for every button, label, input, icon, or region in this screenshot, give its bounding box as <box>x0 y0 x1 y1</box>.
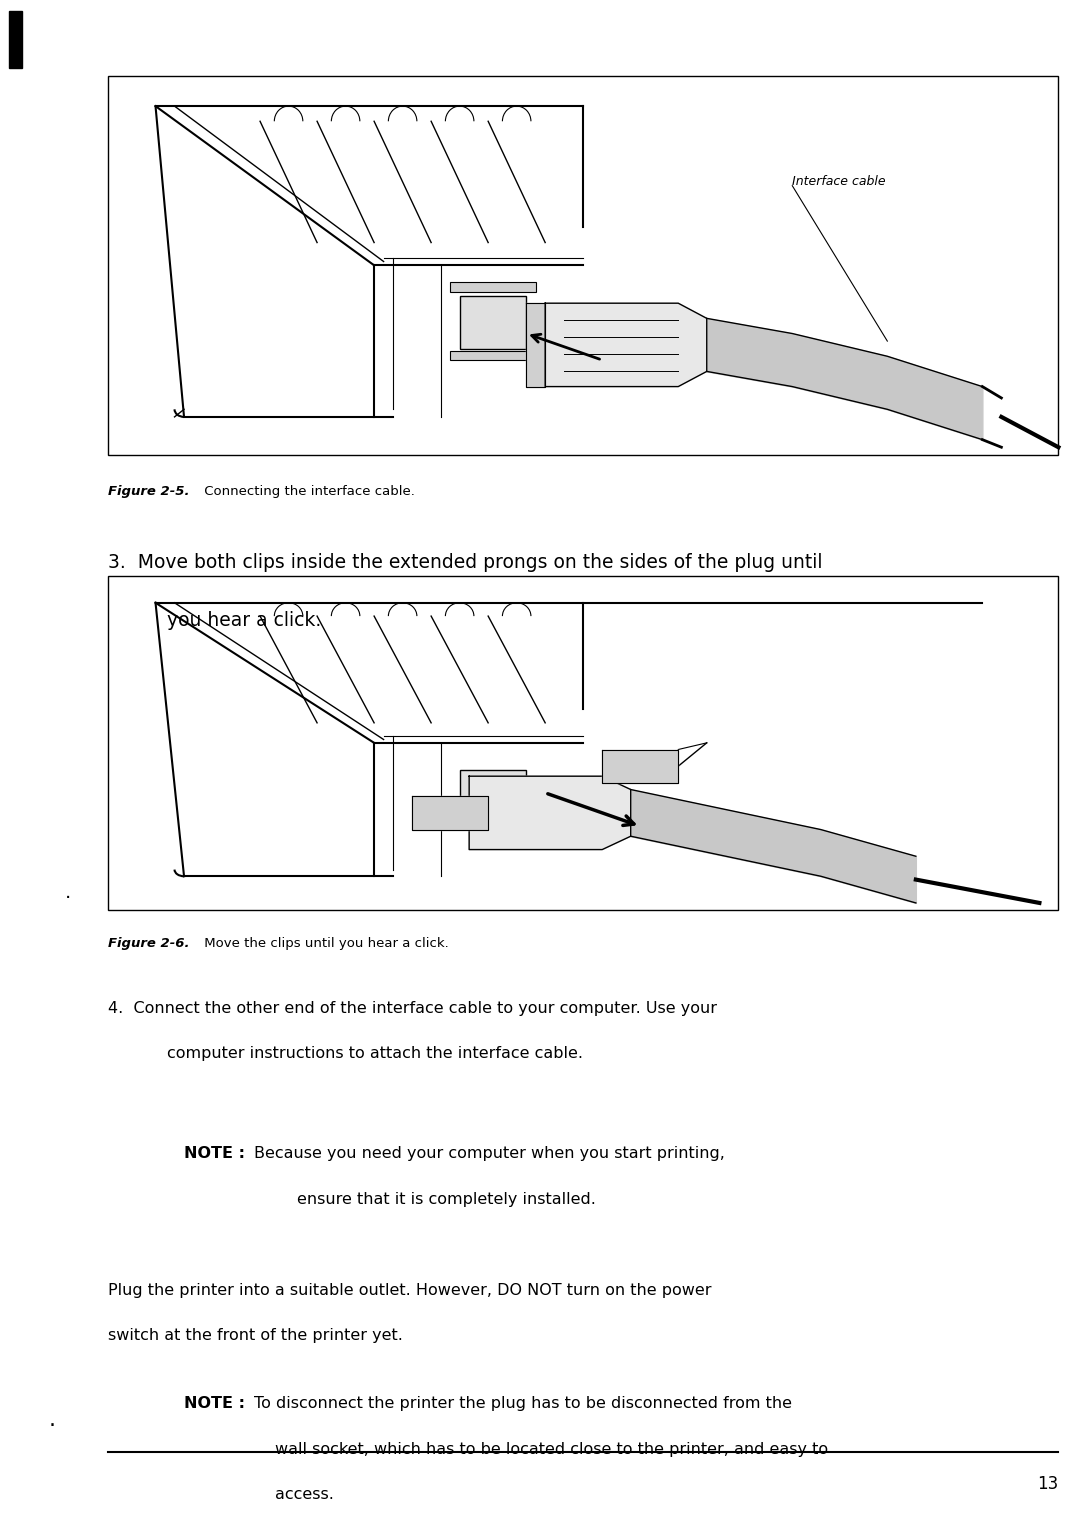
Text: To disconnect the printer the plug has to be disconnected from the: To disconnect the printer the plug has t… <box>254 1396 792 1411</box>
Text: 4.  Connect the other end of the interface cable to your computer. Use your: 4. Connect the other end of the interfac… <box>108 1001 717 1016</box>
Bar <box>460 296 526 349</box>
Bar <box>108 576 1058 910</box>
Text: Plug the printer into a suitable outlet. However, DO NOT turn on the power: Plug the printer into a suitable outlet.… <box>108 1283 712 1298</box>
Bar <box>9 11 22 68</box>
Bar <box>450 350 536 361</box>
Text: access.: access. <box>275 1487 335 1502</box>
Text: .: . <box>49 1410 55 1430</box>
Polygon shape <box>526 303 545 387</box>
Text: Figure 2-5.: Figure 2-5. <box>108 485 189 499</box>
Polygon shape <box>469 776 631 849</box>
Text: switch at the front of the printer yet.: switch at the front of the printer yet. <box>108 1328 403 1343</box>
Text: Interface cable: Interface cable <box>793 176 886 188</box>
Text: Figure 2-6.: Figure 2-6. <box>108 937 189 951</box>
Bar <box>108 76 1058 455</box>
Text: ensure that it is completely installed.: ensure that it is completely installed. <box>297 1192 596 1207</box>
Text: Because you need your computer when you start printing,: Because you need your computer when you … <box>254 1146 725 1161</box>
Bar <box>450 282 536 291</box>
Polygon shape <box>603 749 678 782</box>
Text: .: . <box>65 884 71 902</box>
Text: NOTE :: NOTE : <box>184 1396 244 1411</box>
Polygon shape <box>413 796 488 829</box>
Text: Move the clips until you hear a click.: Move the clips until you hear a click. <box>200 937 448 951</box>
Polygon shape <box>545 303 706 387</box>
Text: NOTE :: NOTE : <box>184 1146 244 1161</box>
Text: wall socket, which has to be located close to the printer, and easy to: wall socket, which has to be located clo… <box>275 1442 828 1457</box>
Text: Connecting the interface cable.: Connecting the interface cable. <box>200 485 415 499</box>
Text: 13: 13 <box>1037 1475 1058 1493</box>
Bar <box>460 770 526 816</box>
Text: computer instructions to attach the interface cable.: computer instructions to attach the inte… <box>167 1046 583 1061</box>
Text: you hear a click.: you hear a click. <box>167 611 322 631</box>
Text: 3.  Move both clips inside the extended prongs on the sides of the plug until: 3. Move both clips inside the extended p… <box>108 553 823 573</box>
